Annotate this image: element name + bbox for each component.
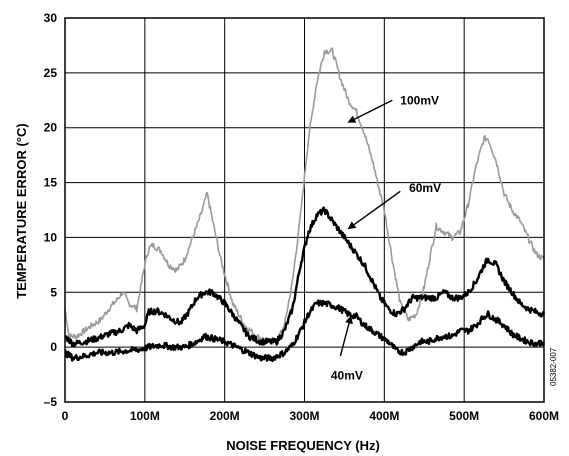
x-tick-label: 0 [62,409,69,423]
x-axis-label: NOISE FREQUENCY (Hz) [226,438,380,453]
series-line-100mV [64,47,545,346]
series-line-40mV [64,299,546,363]
plot-frame [64,17,545,403]
y-axis-label: TEMPERATURE ERROR (°C) [14,123,29,298]
annotation-label: 100mV [400,93,439,107]
y-tick-label: 5 [50,285,57,299]
x-tick-label: 500M [449,409,479,423]
series-line-60mV [64,206,546,348]
series-group [64,47,546,363]
x-tick-label: 100M [130,409,160,423]
y-tick-label: 10 [44,230,58,244]
x-tick-label: 400M [369,409,399,423]
x-tick-label: 300M [289,409,319,423]
x-tick-label: 200M [210,409,240,423]
annotation-label: 60mV [409,181,441,195]
annotation-arrow [339,315,353,357]
annotation-arrow [347,99,393,123]
grid [64,17,545,403]
y-tick-label: 20 [44,121,58,135]
annotation-label: 40mV [331,369,363,383]
annotation-arrow [347,190,401,230]
y-tick-label: 30 [44,11,58,25]
annotations: 100mV 60mV 40mV [331,93,441,382]
tick-labels: 0 100M 200M 300M 400M 500M 600M –5 0 5 10 15 20 25 30 [44,11,559,423]
y-tick-label: 25 [44,66,58,80]
y-tick-label: 0 [50,340,57,354]
y-tick-label: 15 [44,176,58,190]
y-tick-label: –5 [44,395,58,409]
figure-code: 05382-007 [549,347,558,386]
x-tick-label: 600M [529,409,559,423]
